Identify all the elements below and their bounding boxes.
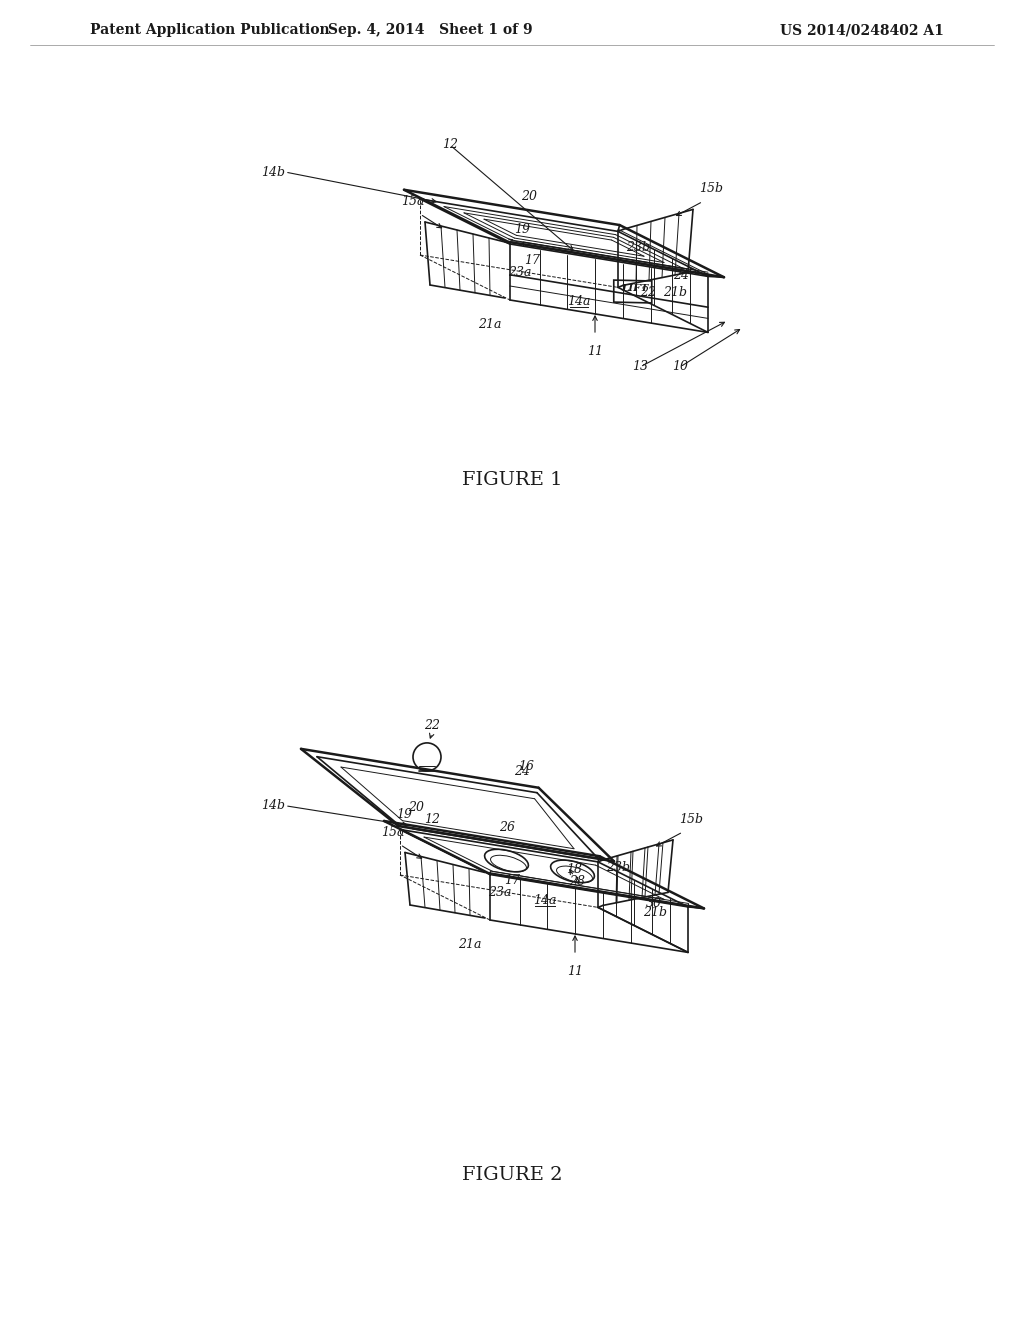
Text: 21a: 21a <box>478 318 502 331</box>
Text: 11: 11 <box>587 345 603 358</box>
Text: 14a: 14a <box>567 294 591 308</box>
Text: 19: 19 <box>396 808 412 821</box>
Text: 23a: 23a <box>488 886 512 899</box>
Text: 24: 24 <box>673 268 689 281</box>
Text: 14a: 14a <box>534 894 557 907</box>
Text: 15a: 15a <box>401 195 425 209</box>
Text: 22: 22 <box>640 285 655 298</box>
Text: 11: 11 <box>567 965 583 978</box>
Text: FIGURE 2: FIGURE 2 <box>462 1166 562 1184</box>
Text: 22: 22 <box>424 719 440 731</box>
Text: 15b: 15b <box>679 813 703 826</box>
Text: Patent Application Publication: Patent Application Publication <box>90 22 330 37</box>
Text: 12: 12 <box>442 139 458 152</box>
Text: 17: 17 <box>524 253 540 267</box>
Text: 14b: 14b <box>261 165 285 178</box>
Text: 12: 12 <box>424 813 440 826</box>
Text: 23a: 23a <box>508 265 531 279</box>
Text: 23b: 23b <box>606 861 630 874</box>
Text: 16: 16 <box>518 760 535 774</box>
Text: 21a: 21a <box>459 939 481 950</box>
Text: 20: 20 <box>521 190 537 203</box>
Text: 23b: 23b <box>626 242 650 253</box>
Text: LIFT: LIFT <box>622 284 648 293</box>
Text: 14b: 14b <box>261 799 285 812</box>
Text: 15b: 15b <box>699 182 723 195</box>
Text: 24: 24 <box>514 764 529 777</box>
Text: 26: 26 <box>500 821 515 833</box>
Text: 13: 13 <box>632 360 648 374</box>
Text: 21b: 21b <box>663 286 687 298</box>
Text: 10: 10 <box>672 360 688 374</box>
Text: Sep. 4, 2014   Sheet 1 of 9: Sep. 4, 2014 Sheet 1 of 9 <box>328 22 532 37</box>
Text: 17: 17 <box>504 874 520 887</box>
Text: 30: 30 <box>645 896 662 909</box>
Text: 28: 28 <box>569 875 586 888</box>
Text: 20: 20 <box>408 801 424 813</box>
Text: US 2014/0248402 A1: US 2014/0248402 A1 <box>780 22 944 37</box>
Text: 18: 18 <box>566 863 582 876</box>
Text: 15a: 15a <box>381 825 404 838</box>
Text: FIGURE 1: FIGURE 1 <box>462 471 562 488</box>
Text: 21b: 21b <box>643 906 667 919</box>
Text: 19: 19 <box>514 223 530 236</box>
